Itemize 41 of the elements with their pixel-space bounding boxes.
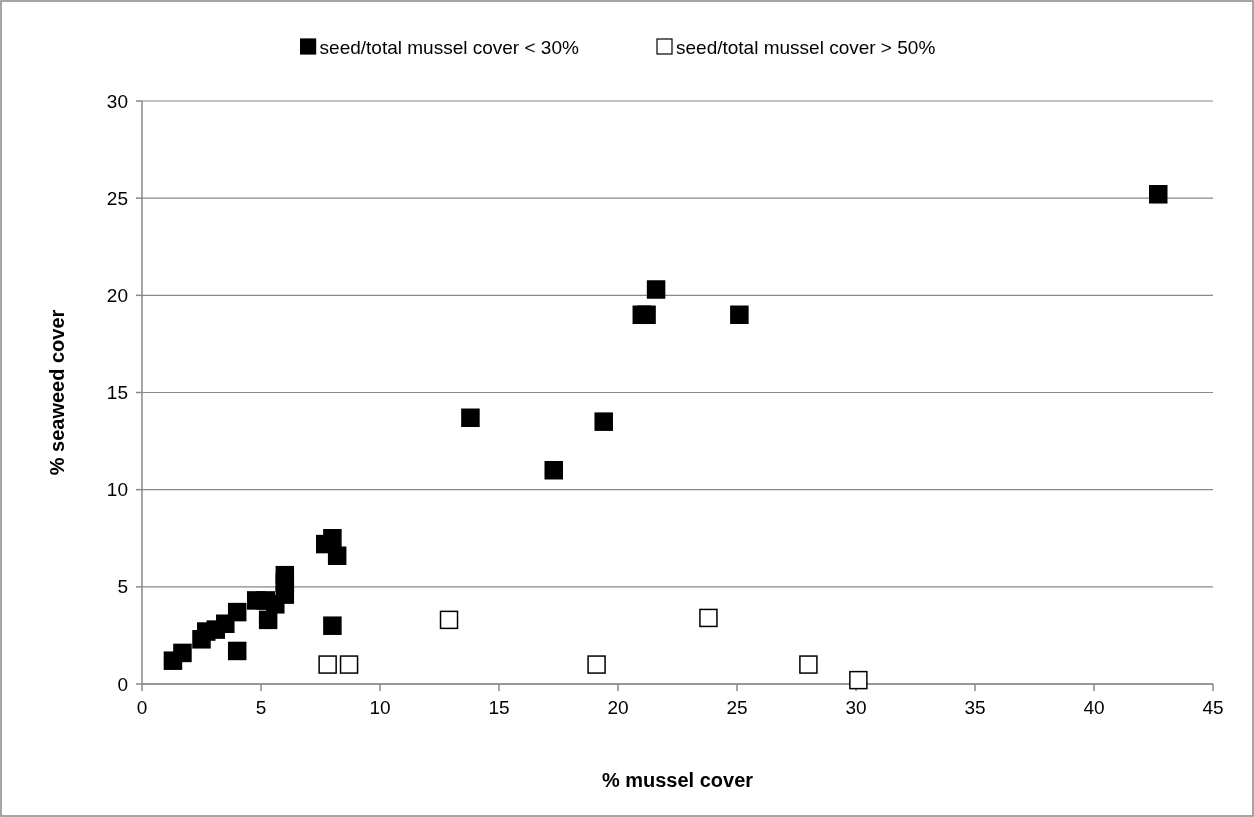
point xyxy=(327,546,347,565)
point xyxy=(173,643,192,663)
point xyxy=(587,655,606,674)
point xyxy=(275,565,295,585)
point xyxy=(849,670,868,690)
x-tick-label: 45 xyxy=(1202,697,1224,718)
legend-label: seed/total mussel cover > 50% xyxy=(676,36,936,58)
x-tick-label: 40 xyxy=(1083,697,1105,718)
point xyxy=(318,655,337,674)
point xyxy=(339,655,359,674)
y-tick-label: 15 xyxy=(106,382,128,404)
point xyxy=(594,412,613,431)
point xyxy=(323,616,342,635)
y-tick-label: 0 xyxy=(117,673,128,695)
y-tick-label: 10 xyxy=(106,479,128,501)
point xyxy=(799,655,818,674)
point xyxy=(637,305,656,325)
x-tick-label: 25 xyxy=(726,697,748,718)
point xyxy=(544,460,563,480)
point xyxy=(461,408,480,428)
x-tick-label: 30 xyxy=(845,697,867,718)
x-axis-title: % mussel cover xyxy=(601,769,754,791)
y-axis-title: % seaweed cover xyxy=(46,309,68,476)
point xyxy=(730,305,749,325)
y-tick-label: 30 xyxy=(106,90,128,112)
x-tick-label: 10 xyxy=(369,697,391,718)
y-tick-label: 25 xyxy=(106,187,128,209)
x-tick-label: 0 xyxy=(136,697,148,718)
point xyxy=(439,610,459,630)
point xyxy=(227,641,247,661)
x-tick-label: 15 xyxy=(488,697,510,718)
x-tick-label: 5 xyxy=(255,697,267,718)
x-tick-label: 35 xyxy=(964,697,986,718)
y-tick-label: 20 xyxy=(106,284,128,306)
x-tick-label: 20 xyxy=(607,697,629,718)
point xyxy=(1149,185,1168,204)
point xyxy=(646,280,666,299)
point xyxy=(227,602,247,622)
y-tick-label: 5 xyxy=(117,576,128,598)
point xyxy=(699,608,718,628)
legend-label: seed/total mussel cover < 30% xyxy=(319,36,579,58)
